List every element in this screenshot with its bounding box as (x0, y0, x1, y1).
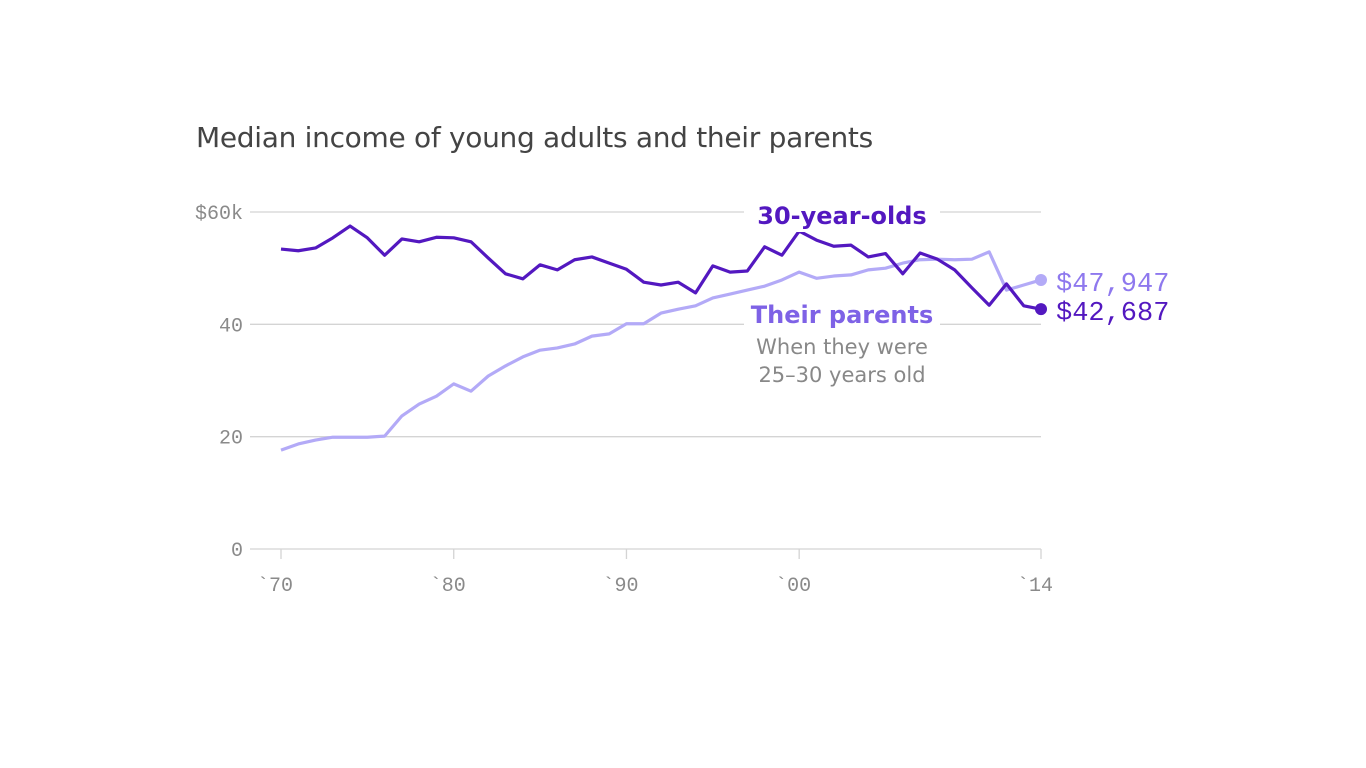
legend-their-parents: Their parents (751, 301, 933, 329)
x-tick-label: `90 (602, 575, 638, 598)
end-point-30-year-olds (1035, 303, 1047, 316)
y-tick-label: 20 (219, 428, 243, 451)
parents-note-line-2: 25–30 years old (758, 363, 925, 387)
x-tick-label: `14 (1017, 575, 1053, 598)
y-tick-label: $60k (195, 203, 243, 226)
y-tick-label: 40 (219, 315, 243, 338)
parents-note-line-1: When they were (756, 335, 928, 359)
x-tick-label: `80 (430, 575, 466, 598)
legend-30-year-olds: 30-year-olds (757, 202, 926, 230)
chart-title: Median income of young adults and their … (196, 121, 873, 154)
y-tick-label: 0 (231, 540, 243, 563)
end-value-30-year-olds: $42,687 (1056, 299, 1169, 329)
end-value-parents: $47,947 (1056, 270, 1169, 300)
end-point-parents (1035, 273, 1047, 286)
x-tick-label: `70 (257, 575, 293, 598)
series-line-30-year-olds (280, 224, 1042, 311)
x-tick-label: `00 (775, 575, 811, 598)
